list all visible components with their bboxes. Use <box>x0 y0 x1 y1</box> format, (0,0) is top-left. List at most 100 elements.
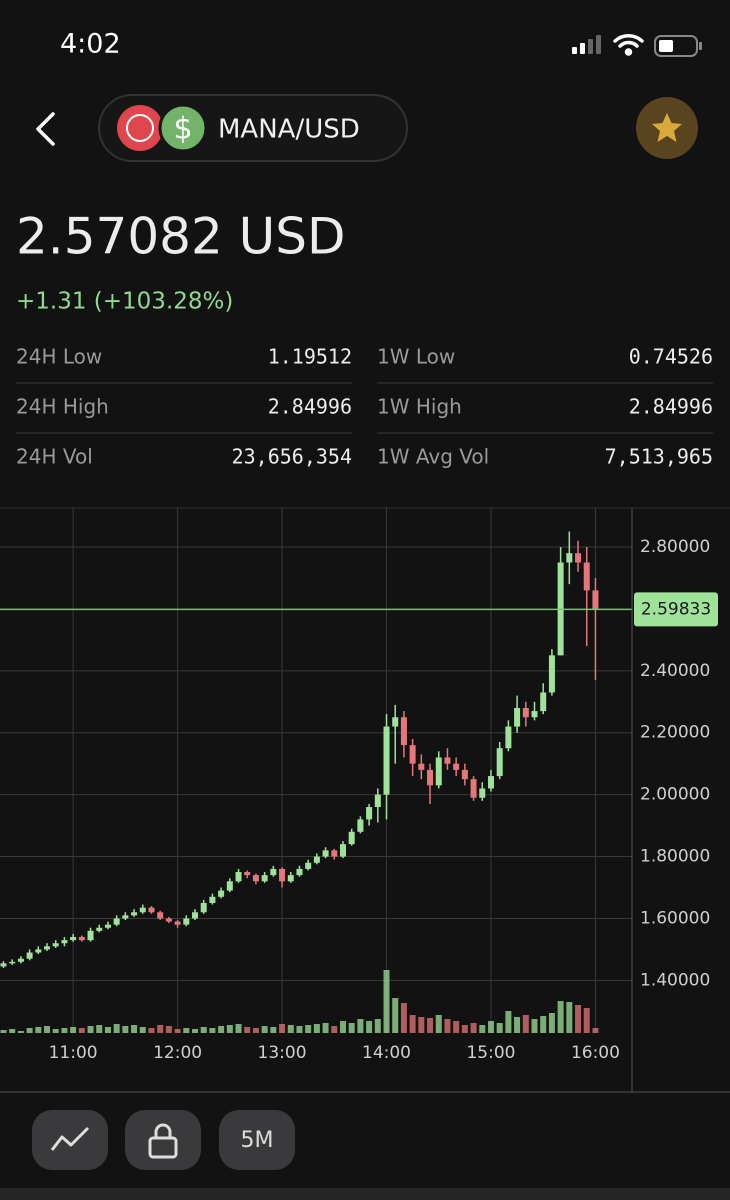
volume-bar <box>392 998 399 1033</box>
chart: 1.40000 1.60000 1.80000 2.00000 2.20000 2.400… <box>0 508 718 1063</box>
volume-bar <box>548 1013 555 1033</box>
pair-label: MANA/USD <box>218 115 360 145</box>
volume-bar <box>200 1027 207 1033</box>
volume-bar <box>427 1018 434 1033</box>
volume-bar <box>78 1028 85 1033</box>
star-icon <box>652 113 682 142</box>
back-button[interactable] <box>36 112 55 146</box>
x-tick-label: 14:00 <box>362 1043 411 1063</box>
candle-body <box>44 946 51 950</box>
interval-button[interactable] <box>219 1110 295 1170</box>
price-change: +1.31 (+103.28%) <box>16 289 233 315</box>
candle-body <box>61 940 68 944</box>
candle-body <box>261 875 268 882</box>
lock-button[interactable] <box>125 1110 201 1170</box>
candle-body <box>435 757 442 786</box>
battery-icon <box>654 35 702 57</box>
volume-bar <box>279 1024 286 1033</box>
candle-body <box>531 711 538 718</box>
candle-body <box>444 757 451 764</box>
candle-body <box>339 844 346 857</box>
candle-body <box>9 961 16 964</box>
volume-bar <box>400 1003 407 1033</box>
candle-body <box>461 769 468 780</box>
stat-label: 1W Avg Vol <box>377 445 489 469</box>
candle-body <box>131 912 138 916</box>
candle-body <box>400 717 407 746</box>
volume-bar <box>487 1021 494 1033</box>
interval-label: 5M <box>241 1128 274 1153</box>
candle-body <box>548 655 555 693</box>
volume-bar <box>531 1019 538 1033</box>
candle-body <box>113 918 120 925</box>
volume-bar <box>418 1017 425 1033</box>
stat-label: 24H Low <box>16 345 102 369</box>
volume-bar <box>26 1028 33 1033</box>
volume-bar <box>9 1029 16 1033</box>
volume-bar <box>409 1015 416 1033</box>
candle-body <box>522 707 529 718</box>
stat-label: 24H Vol <box>16 445 93 469</box>
volume-bar <box>261 1026 268 1033</box>
volume-bar <box>148 1028 155 1033</box>
stat-label: 24H High <box>16 395 109 419</box>
stat-value: 0.74526 <box>629 345 713 369</box>
candle-body <box>540 692 547 712</box>
volume-bar <box>113 1024 120 1033</box>
candle-body <box>157 912 164 919</box>
x-tick-label: 13:00 <box>258 1043 307 1063</box>
signal-icon <box>572 35 601 54</box>
volume-bar <box>270 1027 277 1033</box>
candle-body <box>575 553 582 563</box>
volume-bar <box>44 1026 51 1033</box>
candle-body <box>139 907 146 913</box>
volume-bar <box>165 1026 172 1033</box>
candle-body <box>35 949 42 953</box>
candle-body <box>209 896 216 903</box>
chart-area <box>0 508 730 1092</box>
candle-body <box>296 868 303 876</box>
usd-icon <box>158 103 208 153</box>
candle-body <box>244 872 251 876</box>
volume-bar <box>96 1025 103 1033</box>
volume-bar <box>313 1024 320 1033</box>
y-tick-label: 2.00000 <box>640 785 710 805</box>
candle-body <box>183 918 190 925</box>
volume-bar <box>322 1023 329 1033</box>
chart-type-button[interactable] <box>32 1110 108 1170</box>
candle-body <box>383 726 390 795</box>
candle-body <box>583 562 590 591</box>
candle-body <box>305 862 312 869</box>
candle-body <box>287 875 294 882</box>
volume-bar <box>157 1025 164 1033</box>
mana-icon-detail <box>126 114 154 142</box>
candle-body <box>200 902 207 913</box>
candle-body <box>87 930 94 941</box>
x-tick-label: 15:00 <box>466 1043 515 1063</box>
volume-bar <box>287 1025 294 1033</box>
candle-body <box>104 924 111 928</box>
candle-body <box>279 868 286 882</box>
stat-value: 1.19512 <box>268 345 352 369</box>
status-time: 4:02 <box>60 29 121 60</box>
candle-body <box>313 856 320 863</box>
volume-bar <box>122 1026 129 1033</box>
x-tick-label: 11:00 <box>49 1043 98 1063</box>
volume-bar <box>17 1031 24 1033</box>
candle-body <box>148 907 155 913</box>
candle-body <box>52 943 59 947</box>
candle-body <box>165 918 172 922</box>
volume-bar <box>514 1017 521 1033</box>
candle-body <box>479 788 486 798</box>
y-tick-label: 1.80000 <box>640 847 710 867</box>
line-chart-icon <box>50 1126 90 1151</box>
volume-bar <box>183 1028 190 1033</box>
volume-bar <box>505 1011 512 1033</box>
last-price-tag <box>634 592 718 627</box>
volume-bar <box>104 1027 111 1033</box>
candle-body <box>331 850 338 857</box>
candle-body <box>418 763 425 770</box>
candle-body <box>17 958 24 962</box>
volume-bar <box>252 1028 259 1033</box>
